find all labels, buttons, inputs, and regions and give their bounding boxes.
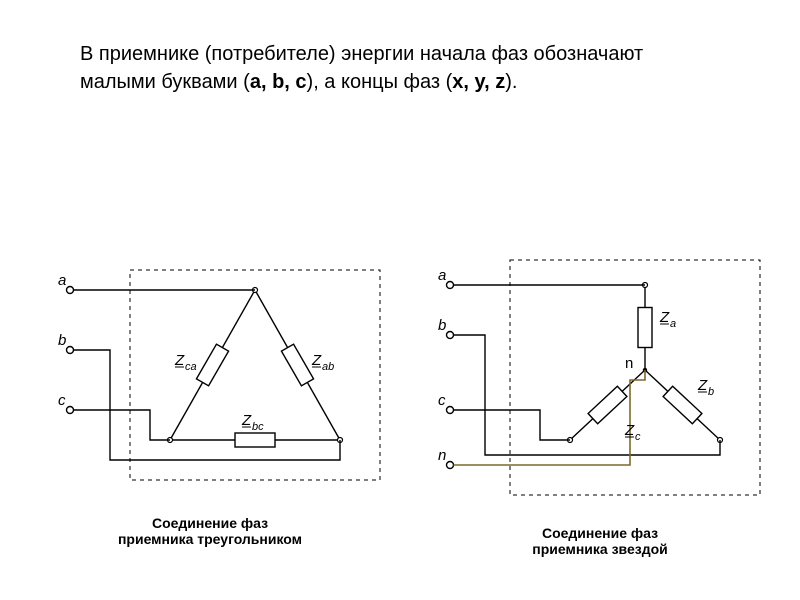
impedance-za — [638, 308, 652, 348]
label-c: c — [438, 392, 446, 409]
caption-right-l1: Соединение фаз — [542, 525, 658, 541]
impedance-zab — [281, 344, 313, 386]
label-a: a — [438, 267, 446, 284]
delta-diagram: a b c Z ca Z ab Z bc — [50, 260, 390, 500]
desc-bold2: x, y, z — [452, 71, 505, 93]
caption-left: Соединение фаз приемника треугольником — [60, 515, 360, 547]
label-center-n: n — [625, 355, 633, 372]
terminal-c — [67, 407, 74, 414]
impedance-zc — [588, 386, 627, 424]
label-zab: Z ab — [311, 352, 334, 373]
terminal-a — [67, 287, 74, 294]
svg-text:Z: Z — [659, 309, 670, 326]
label-b: b — [438, 317, 446, 334]
terminal-b — [447, 332, 454, 339]
label-a: a — [58, 272, 66, 289]
desc-part3: ). — [505, 71, 517, 93]
svg-text:Z: Z — [311, 352, 322, 369]
wire-c — [74, 410, 171, 440]
label-c: c — [58, 392, 66, 409]
terminal-n — [447, 462, 454, 469]
svg-text:bc: bc — [252, 421, 264, 433]
label-n: n — [438, 447, 446, 464]
star-enclosure — [510, 260, 760, 495]
description-text: В приемнике (потребителе) энергии начала… — [80, 40, 720, 96]
star-diagram: a b c n n Z a Z b Z c — [430, 250, 770, 510]
svg-text:c: c — [635, 431, 641, 443]
svg-text:a: a — [670, 318, 676, 330]
impedance-zca — [196, 344, 228, 386]
svg-text:Z: Z — [697, 377, 708, 394]
terminal-b — [67, 347, 74, 354]
label-zbc: Z bc — [241, 412, 264, 433]
svg-text:ca: ca — [185, 361, 197, 373]
svg-text:b: b — [708, 386, 714, 398]
svg-text:Z: Z — [174, 352, 185, 369]
terminal-c — [447, 407, 454, 414]
label-zb: Z b — [697, 377, 714, 398]
label-zca: Z ca — [174, 352, 197, 373]
wire-n — [454, 370, 646, 465]
svg-text:Z: Z — [624, 422, 635, 439]
label-b: b — [58, 332, 66, 349]
terminal-a — [447, 282, 454, 289]
caption-right: Соединение фаз приемника звездой — [450, 525, 750, 557]
label-za: Z a — [659, 309, 676, 330]
label-zc: Z c — [624, 422, 641, 443]
wire-c — [454, 410, 571, 440]
svg-text:Z: Z — [241, 412, 252, 429]
caption-left-l2: приемника треугольником — [118, 531, 302, 547]
caption-right-l2: приемника звездой — [532, 541, 668, 557]
desc-part2: ), а концы фаз ( — [307, 71, 453, 93]
impedance-zb — [663, 386, 702, 424]
svg-text:ab: ab — [322, 361, 334, 373]
caption-left-l1: Соединение фаз — [152, 515, 268, 531]
delta-enclosure — [130, 270, 380, 480]
impedance-zbc — [235, 433, 275, 447]
desc-bold1: a, b, c — [250, 71, 307, 93]
